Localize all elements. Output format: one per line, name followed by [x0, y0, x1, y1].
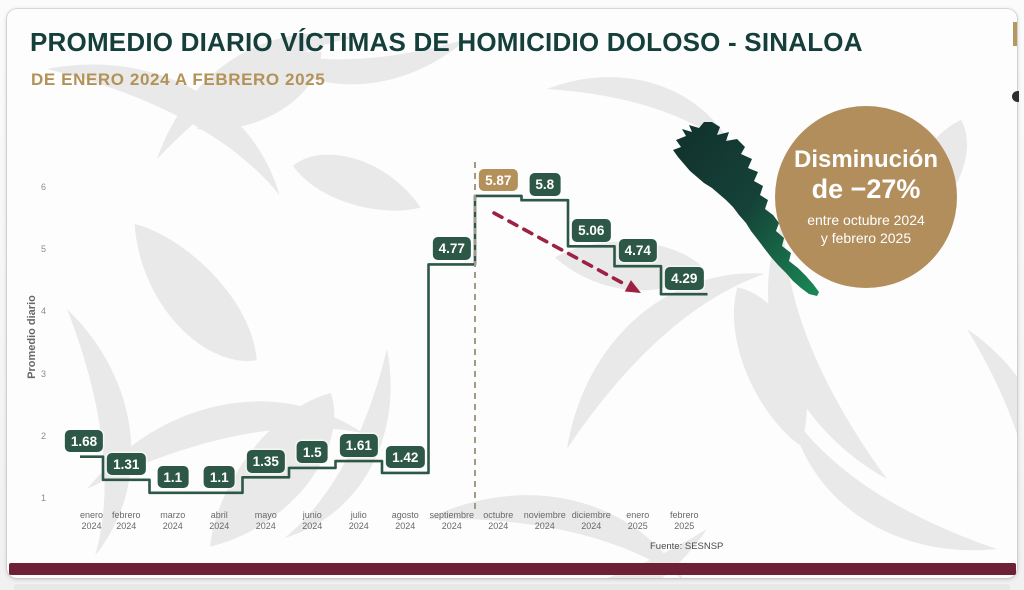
source-note: Fuente: SESNSP	[650, 541, 724, 552]
background-swirl-pattern	[40, 9, 1017, 578]
decrease-badge: Disminución de −27% entre octubre 2024 y…	[775, 106, 957, 288]
value-chip: 5.06	[572, 219, 611, 242]
presentation-slide	[7, 9, 1017, 578]
month-label: diciembre 2024	[571, 510, 611, 532]
month-label: julio 2024	[348, 510, 369, 532]
cutoff-dark-artifact	[1012, 91, 1019, 102]
month-label: febrero 2024	[111, 510, 141, 532]
y-tick-label: 5	[40, 244, 46, 255]
y-tick-label: 1	[40, 493, 46, 504]
lower-surface-edge	[14, 584, 1010, 590]
badge-line4: y febrero 2025	[820, 230, 912, 247]
value-chip-highlight: 5.87	[479, 168, 518, 192]
value-chip: 4.29	[665, 267, 704, 290]
month-label: agosto 2024	[391, 510, 419, 532]
month-label: mayo 2024	[254, 510, 277, 532]
value-chip: 1.61	[339, 434, 378, 457]
value-chip: 1.31	[107, 452, 146, 476]
month-label: septiembre 2024	[429, 510, 475, 532]
y-tick-label: 6	[40, 181, 46, 192]
value-chip: 1.42	[386, 445, 425, 469]
value-chip: 1.68	[64, 429, 104, 453]
month-label: octubre 2024	[483, 510, 514, 532]
badge-line2: de −27%	[811, 174, 921, 205]
badge-line3: entre octubre 2024	[807, 212, 925, 229]
value-chip: 1.5	[296, 440, 328, 464]
page-title: PROMEDIO DIARIO VÍCTIMAS DE HOMICIDIO DO…	[30, 27, 863, 57]
month-label: enero 2024	[79, 510, 104, 532]
value-chip: 1.1	[203, 465, 235, 489]
value-chip: 4.74	[618, 239, 657, 262]
value-chip: 1.1	[157, 465, 189, 489]
value-chip: 4.77	[432, 237, 471, 260]
month-label: noviembre 2024	[523, 510, 566, 532]
page-subtitle: DE ENERO 2024 A FEBRERO 2025	[31, 70, 326, 89]
badge-line1: Disminución	[793, 146, 938, 174]
value-chip: 5.8	[529, 173, 561, 196]
month-label: enero 2025	[626, 510, 650, 532]
month-label: junio 2024	[302, 510, 323, 532]
footer-bar	[9, 563, 1016, 575]
cutoff-tan-artifact	[1013, 22, 1017, 46]
month-label: febrero 2025	[669, 510, 699, 532]
y-tick-label: 4	[40, 306, 46, 317]
month-label: abril 2024	[209, 510, 230, 532]
month-label: marzo 2024	[160, 510, 186, 532]
value-chip: 1.35	[246, 450, 285, 473]
y-tick-label: 3	[40, 368, 46, 379]
y-tick-label: 2	[40, 430, 46, 441]
